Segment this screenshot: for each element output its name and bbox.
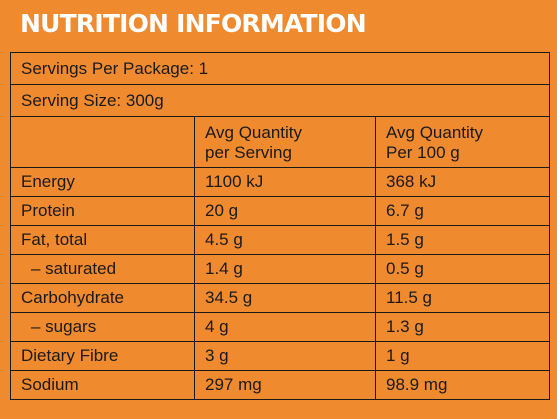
nutrient-label: – sugars xyxy=(10,312,195,342)
panel-title: NUTRITION INFORMATION xyxy=(20,9,367,38)
table-row: Carbohydrate 34.5 g 11.5 g xyxy=(10,283,551,313)
per-serving-value: 4 g xyxy=(194,312,376,342)
table-row: – saturated 1.4 g 0.5 g xyxy=(10,254,551,284)
header-per-serving-line-2: per Serving xyxy=(205,143,292,162)
header-blank-cell xyxy=(10,116,195,168)
header-per-100g-line-1: Avg Quantity xyxy=(386,123,484,142)
header-per-serving: Avg Quantity per Serving xyxy=(194,116,376,168)
nutrient-label: Sodium xyxy=(10,370,195,400)
nutrient-label: Carbohydrate xyxy=(10,283,195,313)
table-row: Sodium 297 mg 98.9 mg xyxy=(10,370,551,400)
per-serving-value: 297 mg xyxy=(194,370,376,400)
nutrient-label: – saturated xyxy=(10,254,195,284)
per-100g-value: 6.7 g xyxy=(374,196,551,226)
table-row: Energy 1100 kJ 368 kJ xyxy=(10,167,551,197)
per-100g-value: 1.3 g xyxy=(374,312,551,342)
per-100g-value: 368 kJ xyxy=(374,167,551,197)
per-100g-value: 1 g xyxy=(374,341,551,371)
table-row: Fat, total 4.5 g 1.5 g xyxy=(10,225,551,255)
header-per-serving-line-1: Avg Quantity xyxy=(205,123,303,142)
per-serving-value: 34.5 g xyxy=(194,283,376,313)
header-per-100g-line-2: Per 100 g xyxy=(386,143,460,162)
table-row: – sugars 4 g 1.3 g xyxy=(10,312,551,342)
table-row: Dietary Fibre 3 g 1 g xyxy=(10,341,551,371)
per-serving-value: 1.4 g xyxy=(194,254,376,284)
nutrient-label: Protein xyxy=(10,196,195,226)
header-per-100g: Avg Quantity Per 100 g xyxy=(374,116,551,168)
per-serving-value: 3 g xyxy=(194,341,376,371)
per-serving-value: 1100 kJ xyxy=(194,167,376,197)
serving-size: Serving Size: 300g xyxy=(9,84,551,117)
servings-per-package-row: Servings Per Package: 1 xyxy=(9,52,551,85)
nutrition-table: Servings Per Package: 1 Serving Size: 30… xyxy=(9,52,551,400)
per-100g-value: 0.5 g xyxy=(374,254,551,284)
servings-per-package: Servings Per Package: 1 xyxy=(9,52,551,85)
column-header-row: Avg Quantity per Serving Avg Quantity Per … xyxy=(10,116,551,168)
per-100g-value: 98.9 mg xyxy=(374,370,551,400)
per-100g-value: 1.5 g xyxy=(374,225,551,255)
per-serving-value: 20 g xyxy=(194,196,376,226)
nutrient-label: Energy xyxy=(10,167,195,197)
nutrient-label: Dietary Fibre xyxy=(10,341,195,371)
per-serving-value: 4.5 g xyxy=(194,225,376,255)
nutrient-label: Fat, total xyxy=(10,225,195,255)
per-100g-value: 11.5 g xyxy=(374,283,551,313)
table-row: Protein 20 g 6.7 g xyxy=(10,196,551,226)
serving-size-row: Serving Size: 300g xyxy=(9,84,551,117)
